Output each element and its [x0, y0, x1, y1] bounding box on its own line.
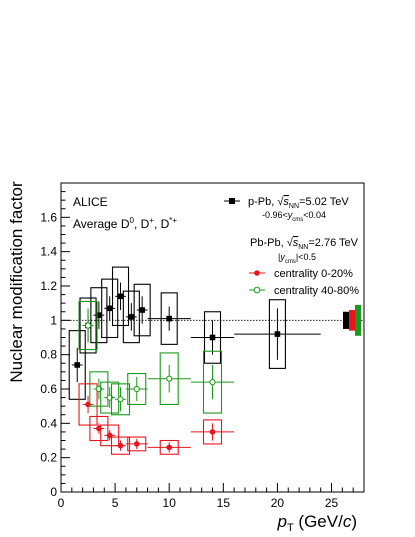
point-semi-3	[117, 396, 124, 403]
x-tick-label: 5	[112, 496, 119, 510]
point-ppb-4	[117, 293, 124, 300]
legend-semi-label: centrality 40-80%	[274, 285, 359, 297]
legend-ppb-marker	[229, 198, 235, 204]
legend-pbpb-rapidity: |ycms|<0.5	[278, 252, 316, 265]
x-tick-label: 10	[163, 496, 177, 510]
syst-box-ppb-4	[111, 266, 130, 327]
point-ppb-5	[128, 314, 135, 320]
y-tick-label: 0.2	[40, 451, 57, 465]
x-tick-label: 15	[217, 496, 231, 510]
x-tick-label: 20	[271, 496, 285, 510]
particles-label: Average D0, D+, D*+	[73, 216, 177, 231]
y-tick-label: 1.2	[40, 279, 57, 293]
point-ppb-8	[209, 334, 216, 341]
point-ppb-9	[274, 331, 281, 337]
syst-box-ppb-0	[68, 330, 86, 400]
legend-ppb-rapidity: -0.96<ycms<0.04	[262, 210, 326, 223]
y-axis-title: Nuclear modification factor	[7, 181, 26, 383]
norm-box-1	[349, 310, 355, 331]
y-tick-label: 0.4	[40, 416, 57, 430]
series-ppb	[68, 266, 321, 400]
legend-semi-marker	[253, 286, 261, 294]
normalization-boxes	[343, 304, 361, 336]
point-central-3	[117, 442, 124, 449]
x-tick-label: 0	[58, 496, 65, 510]
y-tick-label: 1.6	[40, 210, 57, 224]
syst-box-semi-1	[89, 371, 109, 407]
y-tick-label: 1	[50, 313, 57, 327]
point-semi-0	[84, 322, 92, 329]
syst-box-ppb-3	[101, 278, 119, 339]
point-ppb-7	[166, 315, 173, 322]
syst-box-central-0	[78, 383, 98, 426]
point-central-5	[166, 444, 173, 451]
point-semi-5	[166, 375, 173, 382]
x-axis-title: pT (GeV/c)	[277, 512, 358, 534]
series-semi	[78, 300, 235, 416]
syst-box-ppb-2	[90, 287, 108, 344]
point-ppb-3	[106, 305, 113, 312]
norm-box-0	[343, 311, 349, 329]
y-tick-label: 0.6	[40, 382, 57, 396]
syst-box-semi-3	[110, 383, 131, 416]
data-marks	[68, 266, 321, 455]
y-tick-label: 1.4	[40, 245, 57, 259]
point-central-6	[209, 429, 216, 435]
y-tick-label: 0.8	[40, 348, 57, 362]
point-semi-4	[133, 385, 140, 393]
point-ppb-6	[139, 307, 145, 313]
legend-central-label: centrality 0-20%	[274, 268, 353, 280]
experiment-label: ALICE	[73, 195, 108, 209]
syst-box-ppb-6	[133, 283, 151, 337]
legend-central-marker	[254, 270, 260, 276]
point-ppb-0	[74, 362, 81, 368]
syst-box-semi-0	[78, 300, 98, 351]
legend-pbpb-label: Pb-Pb, √sNN=2.76 TeV	[250, 237, 359, 251]
axes: 0 5 10 15 20 25 0 0.2 0.4 0.6 0.8 1 1.2 1.4 1.6	[40, 191, 365, 510]
point-semi-6	[209, 379, 216, 386]
syst-box-central-1	[89, 415, 109, 442]
x-tick-label: 25	[325, 496, 339, 510]
syst-box-central-2	[100, 424, 120, 447]
series-central	[78, 383, 235, 455]
legend-ppb-label: p-Pb, √sNN=5.02 TeV	[248, 196, 349, 210]
syst-box-central-3	[110, 436, 131, 455]
syst-box-ppb-5	[122, 290, 140, 344]
point-ppb-2	[96, 312, 102, 318]
syst-box-ppb-1	[79, 297, 97, 354]
point-central-4	[133, 441, 140, 447]
y-tick-label: 0	[50, 485, 57, 499]
norm-box-2	[355, 304, 361, 336]
